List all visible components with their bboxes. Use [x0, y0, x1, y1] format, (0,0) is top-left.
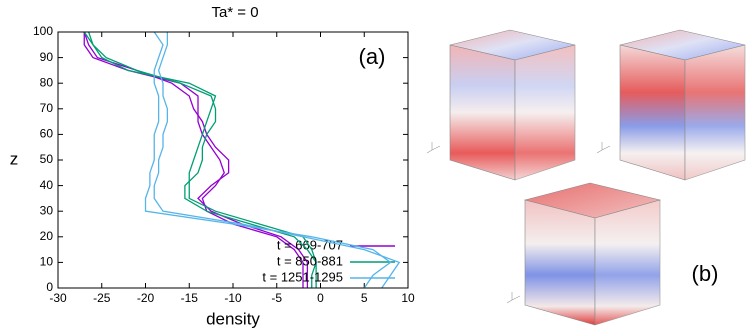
y-tick-label: 10 [40, 255, 54, 269]
chart-title: Ta* = 0 [211, 4, 258, 21]
y-tick-label: 40 [40, 178, 54, 192]
y-tick-label: 70 [40, 101, 54, 115]
cube-a1 [426, 29, 576, 181]
cube-a2 [596, 29, 746, 181]
legend-label: t = 850-881 [277, 253, 343, 268]
y-tick-label: 90 [40, 50, 54, 64]
x-tick-label: -10 [224, 291, 242, 305]
x-tick-label: 5 [361, 291, 368, 305]
x-tick-label: -20 [137, 291, 155, 305]
y-tick-label: 60 [40, 127, 54, 141]
x-tick-label: -5 [271, 291, 282, 305]
x-tick-label: -30 [49, 291, 67, 305]
profile-line [153, 32, 401, 289]
x-tick-label: 0 [317, 291, 324, 305]
cube-b [506, 182, 662, 326]
y-tick-label: 50 [40, 152, 54, 166]
y-tick-label: 0 [46, 280, 53, 294]
plot: -30 -25 -20 -15 -10 -5 0 5 100102030405060708090… [33, 24, 415, 305]
annotation: (a) [359, 44, 386, 69]
profile-line [88, 31, 317, 288]
profile-line [83, 31, 309, 288]
plot-frame [57, 31, 409, 289]
x-tick-label: -25 [93, 291, 111, 305]
y-tick-label: 80 [40, 75, 54, 89]
annotation: (b) [692, 261, 719, 286]
y-axis-label: z [10, 149, 19, 168]
y-tick-label: 20 [40, 229, 54, 243]
y-tick-label: 30 [40, 203, 54, 217]
y-tick-label: 100 [33, 24, 53, 38]
x-axis-label: density [206, 309, 260, 328]
legend-label: t = 669-707 [277, 237, 343, 252]
x-tick-label: 10 [401, 291, 415, 305]
profile-line [83, 31, 317, 288]
legend-label: t = 1251-1295 [262, 269, 343, 284]
profile-line [144, 31, 392, 289]
x-tick-label: -15 [181, 291, 199, 305]
